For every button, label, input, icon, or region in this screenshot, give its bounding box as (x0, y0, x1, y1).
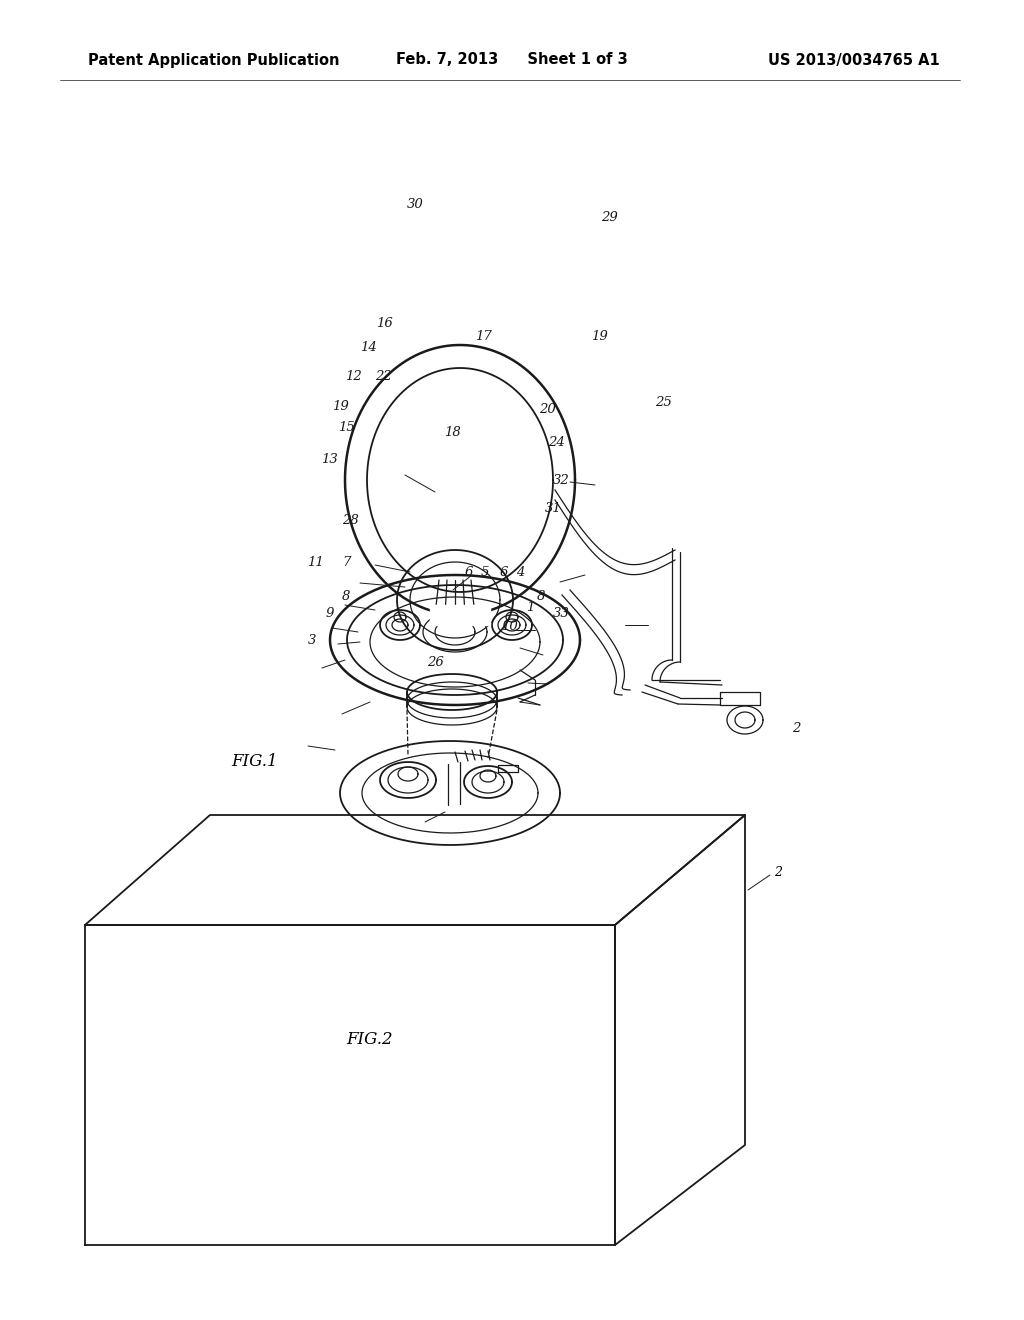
Text: 16: 16 (376, 317, 392, 330)
Text: 28: 28 (342, 513, 358, 527)
Text: 12: 12 (345, 370, 361, 383)
Text: 6: 6 (500, 566, 508, 579)
Text: Patent Application Publication: Patent Application Publication (88, 53, 340, 67)
Text: 11: 11 (307, 556, 324, 569)
Text: 15: 15 (338, 421, 354, 434)
Text: 7: 7 (342, 556, 350, 569)
Text: FIG.2: FIG.2 (347, 1031, 393, 1048)
Text: 24: 24 (548, 436, 564, 449)
Text: 29: 29 (601, 211, 617, 224)
Text: 22: 22 (375, 370, 391, 383)
Text: 14: 14 (360, 341, 377, 354)
Text: 19: 19 (591, 330, 607, 343)
Text: 20: 20 (540, 403, 556, 416)
Text: 2: 2 (793, 722, 801, 735)
Text: 31: 31 (545, 502, 561, 515)
Text: 6: 6 (465, 566, 473, 579)
Text: 9: 9 (326, 607, 334, 620)
Text: 8: 8 (537, 590, 545, 603)
Text: Feb. 7, 2013  Sheet 1 of 3: Feb. 7, 2013 Sheet 1 of 3 (396, 53, 628, 67)
Text: 19: 19 (332, 400, 348, 413)
Text: 32: 32 (553, 474, 569, 487)
Text: 2: 2 (774, 866, 782, 879)
Text: 8: 8 (342, 590, 350, 603)
Text: 5: 5 (481, 566, 489, 579)
Text: 18: 18 (444, 426, 461, 440)
Text: 33: 33 (553, 607, 569, 620)
Text: US 2013/0034765 A1: US 2013/0034765 A1 (768, 53, 940, 67)
Text: 30: 30 (407, 198, 423, 211)
Text: FIG.1: FIG.1 (231, 754, 279, 771)
Text: 10: 10 (502, 620, 518, 634)
Text: 17: 17 (475, 330, 492, 343)
Text: 25: 25 (655, 396, 672, 409)
Text: 26: 26 (427, 656, 443, 669)
Text: 4: 4 (516, 566, 524, 579)
Text: 13: 13 (322, 453, 338, 466)
Text: 1: 1 (526, 601, 535, 614)
Text: 3: 3 (308, 634, 316, 647)
